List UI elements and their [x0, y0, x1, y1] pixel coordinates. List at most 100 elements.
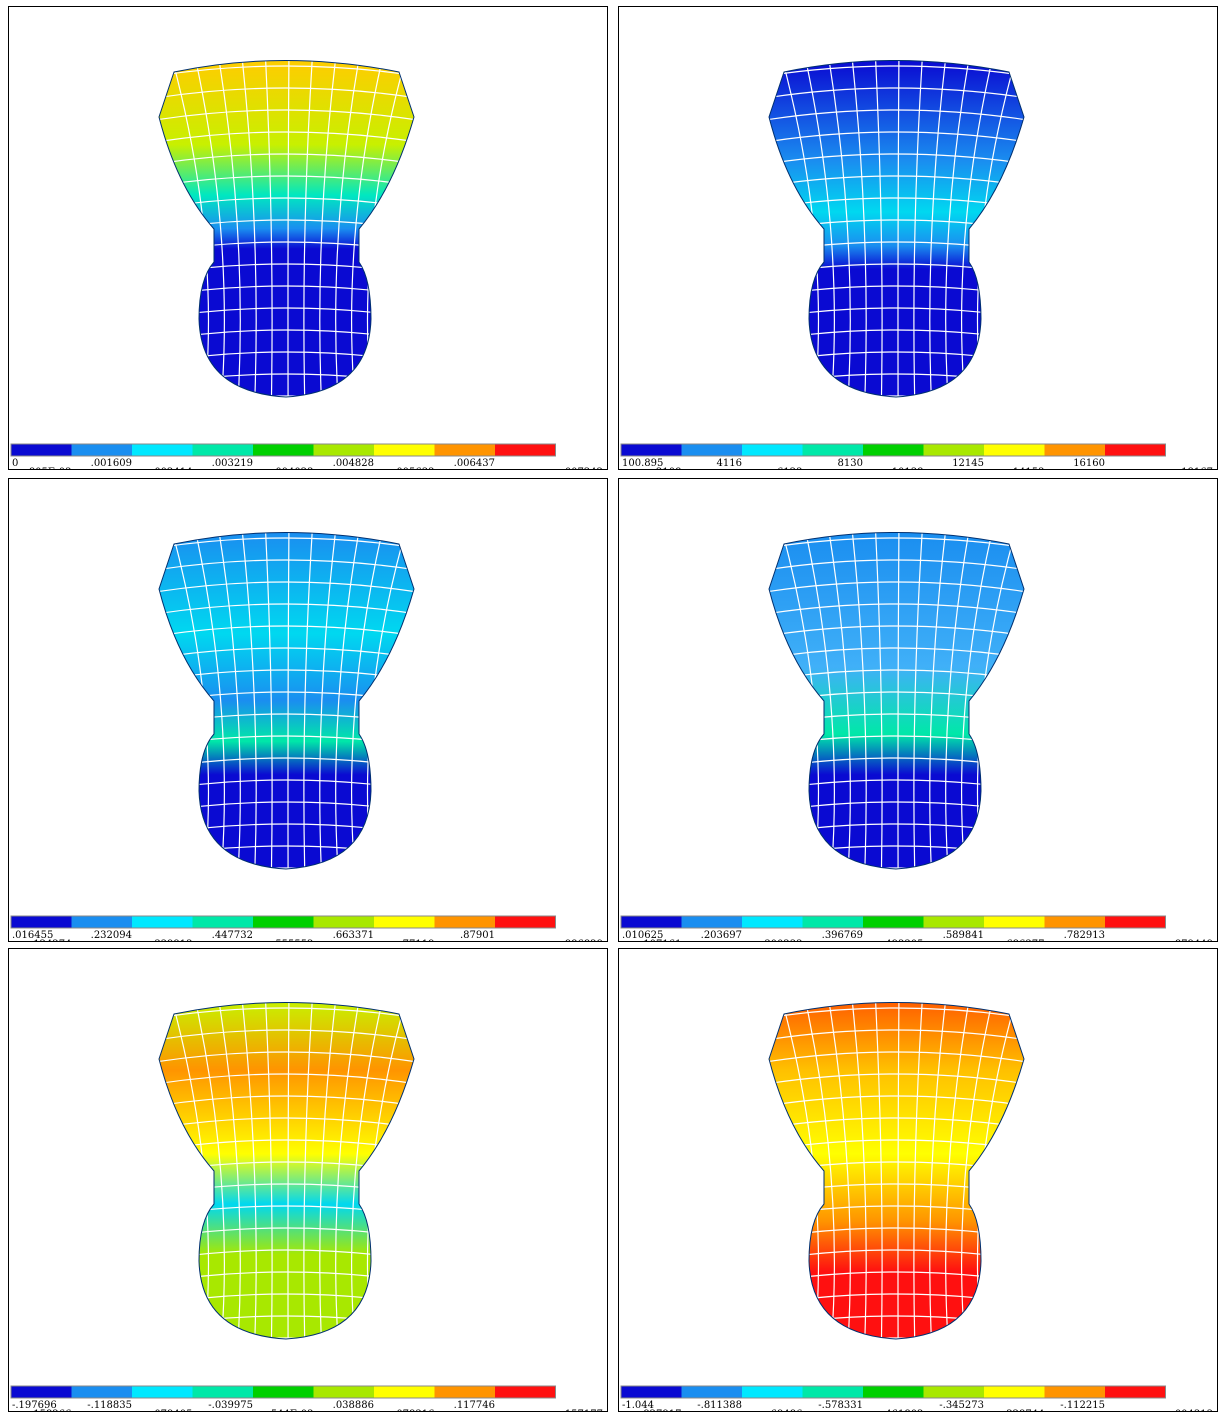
legend-label: -.578331: [818, 1400, 863, 1411]
legend-swatch: [374, 444, 435, 456]
legend-label: .87901: [460, 930, 495, 941]
legend-label: .555552: [272, 939, 313, 941]
legend-swatch: [681, 444, 742, 456]
plot-panel: 100.8952108 4116 6123 8130 10138 12145 14153 16…: [618, 6, 1218, 478]
legend-label: .005633: [393, 467, 434, 469]
legend-swatch: [495, 444, 556, 456]
legend-label: -.158266: [27, 1409, 72, 1411]
legend-label: 10138: [892, 467, 924, 469]
legend-label: -.228744: [1000, 1409, 1045, 1411]
legend-swatch: [192, 916, 253, 928]
legend-label: -.345273: [939, 1400, 984, 1411]
legend-swatch: [374, 1386, 435, 1398]
legend-swatch: [923, 916, 984, 928]
contour-plot: .010625.107161 .203697 .300233 .396769 .4933…: [620, 532, 1213, 950]
legend-swatch: [434, 916, 495, 928]
legend-swatch: [11, 916, 72, 928]
legend-swatch: [863, 444, 924, 456]
legend-label: .663371: [333, 930, 374, 941]
legend-swatch: [495, 916, 556, 928]
legend-swatch: [374, 916, 435, 928]
legend-label: .004023: [272, 467, 313, 469]
legend-swatch: [984, 444, 1045, 456]
contour-plot: 100.8952108 4116 6123 8130 10138 12145 14153 16…: [620, 60, 1213, 478]
legend-frame: [10, 915, 556, 929]
legend-label: .232094: [91, 930, 132, 941]
legend-label: .339913: [151, 939, 192, 941]
legend-swatch: [1044, 916, 1105, 928]
legend-swatch: [621, 1386, 682, 1398]
legend-label: .447732: [212, 930, 253, 941]
plot-panel: -.197696-.158266 -.118835 -.079405 -.039975…: [8, 948, 608, 1416]
legend-swatch: [71, 1386, 132, 1398]
legend-label: .782913: [1064, 930, 1105, 941]
legend-label: -.927917: [637, 1409, 682, 1411]
legend-swatch: [621, 916, 682, 928]
legend-swatch: [313, 1386, 374, 1398]
plot-panel: -1.044-.927917 -.811388 -.69486 -.578331 -.4…: [618, 948, 1218, 1416]
legend-label: -.039975: [208, 1400, 253, 1411]
legend-label: -.118835: [87, 1400, 132, 1411]
legend-swatch: [742, 444, 803, 456]
legend-swatch: [923, 1386, 984, 1398]
legend-swatch: [71, 916, 132, 928]
legend-swatch: [984, 1386, 1045, 1398]
legend-frame: [10, 443, 556, 457]
legend-swatch: [495, 1386, 556, 1398]
plot-panel: .016455.124274 .232094 .339913 .447732 .5555…: [8, 478, 608, 950]
model-shape: [159, 532, 414, 869]
legend-swatch: [434, 1386, 495, 1398]
model-outline: [158, 532, 415, 870]
legend-swatch: [132, 1386, 193, 1398]
legend-swatch: [802, 1386, 863, 1398]
legend-label: .007242: [562, 467, 603, 469]
model-outline: [158, 1002, 415, 1340]
contour-plot: .016455.124274 .232094 .339913 .447732 .5555…: [10, 532, 603, 950]
legend-swatch: [742, 916, 803, 928]
legend-label: 100.895: [622, 458, 663, 469]
model-shape: [159, 60, 414, 397]
legend-swatch: [863, 916, 924, 928]
legend-label: -.079405: [148, 1409, 193, 1411]
legend-label: 14153: [1013, 467, 1045, 469]
legend-swatch: [1044, 444, 1105, 456]
legend-label: -.811388: [697, 1400, 742, 1411]
legend-label: .107161: [640, 939, 681, 941]
contour-plot: 0 .805E-03 .001609 .002414 .003219 .004023 .00…: [10, 60, 603, 478]
legend-swatch: [923, 444, 984, 456]
legend-swatch: [313, 444, 374, 456]
legend-swatch: [253, 916, 314, 928]
legend-frame: [620, 443, 1166, 457]
legend-label: -.544E-03: [264, 1409, 313, 1411]
legend-label: -.197696: [12, 1400, 57, 1411]
legend-swatch: [132, 916, 193, 928]
legend-label: 8130: [838, 458, 863, 469]
model-outline: [768, 1002, 1025, 1340]
model-shape: [159, 1002, 414, 1339]
model-shape: [769, 1002, 1024, 1339]
legend-label: .016455: [12, 930, 53, 941]
model-outline: [768, 60, 1025, 398]
legend-label: .038886: [333, 1400, 374, 1411]
legend-label: .001609: [91, 458, 132, 469]
legend-swatch: [681, 1386, 742, 1398]
legend-label: 6123: [777, 467, 802, 469]
legend-label: .77119: [400, 939, 435, 941]
legend-swatch: [253, 1386, 314, 1398]
legend-label: .686377: [1003, 939, 1044, 941]
contour-plot: -.197696-.158266 -.118835 -.079405 -.039975…: [10, 1002, 603, 1416]
legend-swatch: [863, 1386, 924, 1398]
legend-swatch: [1044, 1386, 1105, 1398]
legend-label: .986829: [562, 939, 603, 941]
legend-swatch: [1105, 1386, 1166, 1398]
plot-panel: 0 .805E-03 .001609 .002414 .003219 .004023 .00…: [8, 6, 608, 478]
legend-label: .004313: [1172, 1409, 1213, 1411]
legend-swatch: [192, 1386, 253, 1398]
legend-label: 2108: [656, 467, 681, 469]
contour-plot: -1.044-.927917 -.811388 -.69486 -.578331 -.4…: [620, 1002, 1213, 1416]
legend-swatch: [132, 444, 193, 456]
legend-label: -.69486: [764, 1409, 802, 1411]
legend-swatch: [802, 444, 863, 456]
legend-label: .010625: [622, 930, 663, 941]
